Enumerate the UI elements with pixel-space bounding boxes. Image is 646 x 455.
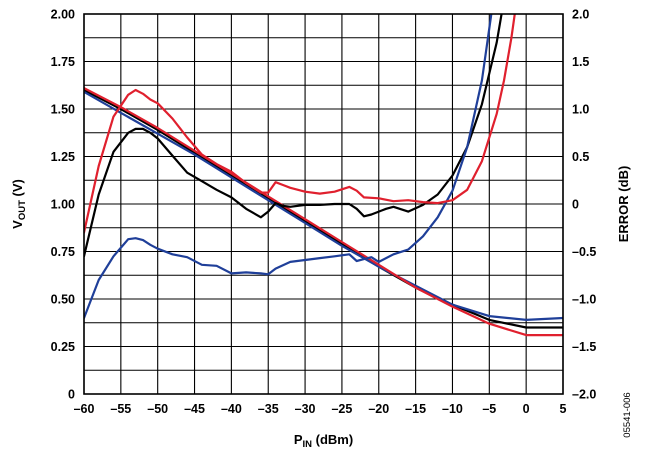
plot-frame — [83, 13, 564, 395]
right-y-tick-label: 1.5 — [572, 55, 589, 69]
right-y-tick-label: 0 — [572, 198, 579, 212]
x-tick-label: –5 — [482, 402, 496, 416]
x-tick-label: –30 — [295, 402, 316, 416]
x-tick-label: –20 — [368, 402, 389, 416]
left-y-tick-label: 1.75 — [51, 55, 75, 69]
x-tick-label: 0 — [523, 402, 530, 416]
left-y-tick-label: 1.50 — [51, 103, 75, 117]
left-y-tick-label: 0 — [68, 388, 75, 402]
x-tick-label: –60 — [74, 402, 95, 416]
x-tick-label: –10 — [442, 402, 463, 416]
error-curve-3 — [84, 14, 503, 258]
left-y-tick-label: 1.00 — [51, 198, 75, 212]
x-tick-label: –15 — [405, 402, 426, 416]
vout-curve-2 — [84, 87, 563, 337]
left-y-tick-label: 0.50 — [51, 293, 75, 307]
x-tick-label: –35 — [258, 402, 279, 416]
x-tick-label: –50 — [147, 402, 168, 416]
left-y-tick-label: 1.25 — [51, 150, 75, 164]
right-y-tick-label: –1.5 — [572, 340, 596, 354]
left-y-tick-label: 0.25 — [51, 340, 75, 354]
right-y-tick-label: 1.0 — [572, 103, 589, 117]
right-y-tick-label: –1.0 — [572, 293, 596, 307]
figure-id: 05541-006 — [622, 392, 633, 437]
x-tick-label: –40 — [221, 402, 242, 416]
right-y-axis-title: ERROR (dB) — [616, 166, 631, 243]
left-y-tick-label: 2.00 — [51, 8, 75, 22]
x-tick-label: –45 — [184, 402, 205, 416]
x-axis-title: PIN (dBm) — [294, 432, 353, 450]
right-y-tick-label: 2.0 — [572, 8, 589, 22]
x-tick-label: 5 — [560, 402, 567, 416]
vout-curve-1 — [84, 90, 563, 321]
right-y-tick-label: –0.5 — [572, 245, 596, 259]
x-tick-label: –25 — [331, 402, 352, 416]
tick-labels: –60 –55 –50 –45 –40 –35 –30 –25 –20 –15 –10 –5 0 500.… — [51, 8, 597, 417]
x-tick-label: –55 — [110, 402, 131, 416]
left-y-tick-label: 0.75 — [51, 245, 75, 259]
series-group — [84, 14, 563, 337]
left-y-axis-title: VOUT (V) — [10, 179, 28, 229]
right-y-tick-label: 0.5 — [572, 150, 589, 164]
vout-curve-0 — [84, 88, 563, 329]
error-curve-5 — [84, 14, 516, 234]
right-y-tick-label: –2.0 — [572, 388, 596, 402]
error-curve-4 — [84, 14, 493, 320]
